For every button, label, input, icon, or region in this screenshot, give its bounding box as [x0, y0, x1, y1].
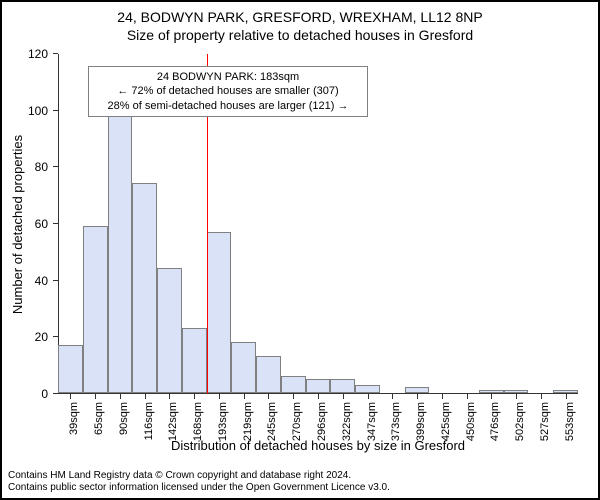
x-tick-label: 399sqm	[415, 402, 427, 441]
histogram-bar	[479, 390, 504, 393]
y-tick-label: 40	[35, 274, 48, 288]
title-subtitle: Size of property relative to detached ho…	[2, 26, 598, 44]
y-axis-label: Number of detached properties	[11, 134, 26, 313]
x-tick-mark	[145, 394, 146, 399]
histogram-bar	[405, 387, 430, 393]
x-tick-mark	[219, 394, 220, 399]
x-tick-mark	[467, 394, 468, 399]
histogram-bar	[330, 379, 355, 393]
x-tick-label: 425sqm	[440, 402, 452, 441]
histogram-bar	[281, 376, 306, 393]
x-tick-label: 347sqm	[366, 402, 378, 441]
x-tick-mark	[392, 394, 393, 399]
y-tick-mark	[53, 166, 58, 167]
callout-line-1: 24 BODWYN PARK: 183sqm	[95, 70, 361, 84]
histogram-bar	[182, 328, 207, 393]
x-tick-label: 90sqm	[118, 402, 130, 435]
histogram-bar	[256, 356, 281, 393]
x-tick-mark	[516, 394, 517, 399]
x-tick-mark	[318, 394, 319, 399]
x-tick-label: 553sqm	[564, 402, 576, 441]
x-tick-mark	[244, 394, 245, 399]
y-tick-label: 80	[35, 160, 48, 174]
chart-area: 02040608010012039sqm65sqm90sqm116sqm142s…	[58, 54, 578, 394]
chart-titles: 24, BODWYN PARK, GRESFORD, WREXHAM, LL12…	[2, 2, 598, 44]
y-tick-label: 120	[28, 47, 48, 61]
histogram-bar	[207, 232, 232, 394]
x-tick-label: 219sqm	[242, 402, 254, 441]
histogram-bar	[553, 390, 578, 393]
y-axis-line	[58, 54, 59, 394]
histogram-bar	[306, 379, 331, 393]
x-tick-label: 476sqm	[489, 402, 501, 441]
y-tick-label: 100	[28, 104, 48, 118]
plot-area: 02040608010012039sqm65sqm90sqm116sqm142s…	[58, 54, 578, 394]
x-tick-label: 527sqm	[539, 402, 551, 441]
y-tick-label: 60	[35, 217, 48, 231]
y-tick-mark	[53, 53, 58, 54]
x-tick-mark	[343, 394, 344, 399]
x-tick-label: 39sqm	[68, 402, 80, 435]
x-tick-label: 502sqm	[514, 402, 526, 441]
x-tick-mark	[491, 394, 492, 399]
histogram-bar	[355, 385, 380, 394]
x-tick-mark	[293, 394, 294, 399]
histogram-bar	[504, 390, 529, 393]
y-tick-mark	[53, 280, 58, 281]
histogram-bar	[108, 115, 133, 393]
x-tick-mark	[120, 394, 121, 399]
y-tick-mark	[53, 223, 58, 224]
callout-box: 24 BODWYN PARK: 183sqm← 72% of detached …	[88, 66, 368, 117]
x-tick-mark	[417, 394, 418, 399]
x-tick-mark	[95, 394, 96, 399]
y-tick-mark	[53, 336, 58, 337]
x-tick-mark	[442, 394, 443, 399]
x-tick-label: 270sqm	[291, 402, 303, 441]
x-tick-label: 322sqm	[341, 402, 353, 441]
histogram-bar	[83, 226, 108, 393]
y-tick-label: 0	[41, 387, 48, 401]
x-tick-label: 65sqm	[93, 402, 105, 435]
histogram-bar	[231, 342, 256, 393]
x-tick-label: 245sqm	[266, 402, 278, 441]
callout-line-2: ← 72% of detached houses are smaller (30…	[95, 84, 361, 98]
x-tick-label: 193sqm	[217, 402, 229, 441]
footer-line-1: Contains HM Land Registry data © Crown c…	[8, 470, 592, 482]
footer-line-2: Contains public sector information licen…	[8, 482, 592, 494]
y-tick-label: 20	[35, 330, 48, 344]
x-tick-label: 373sqm	[390, 402, 402, 441]
y-axis-label-wrap: Number of detached properties	[10, 54, 26, 394]
title-address: 24, BODWYN PARK, GRESFORD, WREXHAM, LL12…	[2, 8, 598, 26]
x-tick-mark	[566, 394, 567, 399]
x-tick-label: 142sqm	[167, 402, 179, 441]
x-tick-mark	[541, 394, 542, 399]
x-tick-mark	[368, 394, 369, 399]
x-axis-label: Distribution of detached houses by size …	[58, 438, 578, 453]
histogram-bar	[157, 268, 182, 393]
x-tick-mark	[70, 394, 71, 399]
callout-line-3: 28% of semi-detached houses are larger (…	[95, 99, 361, 113]
x-tick-label: 296sqm	[316, 402, 328, 441]
histogram-bar	[132, 183, 157, 393]
footer-attribution: Contains HM Land Registry data © Crown c…	[8, 470, 592, 494]
x-tick-mark	[169, 394, 170, 399]
x-tick-label: 168sqm	[192, 402, 204, 441]
x-tick-label: 450sqm	[465, 402, 477, 441]
y-tick-mark	[53, 393, 58, 394]
histogram-bar	[58, 345, 83, 393]
x-tick-mark	[194, 394, 195, 399]
x-tick-label: 116sqm	[143, 402, 155, 440]
x-tick-mark	[268, 394, 269, 399]
y-tick-mark	[53, 110, 58, 111]
